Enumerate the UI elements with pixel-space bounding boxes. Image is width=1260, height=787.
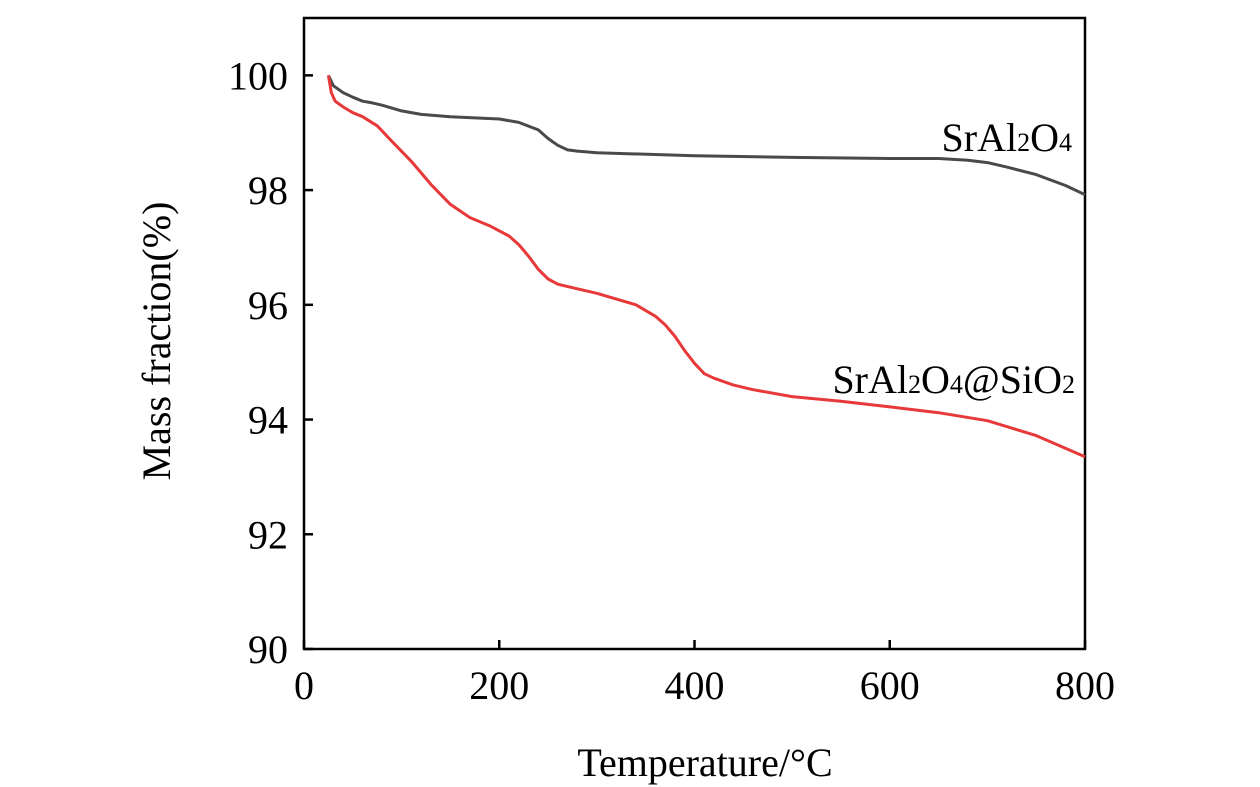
x-axis-title: Temperature/°C [577, 740, 832, 785]
y-tick-label: 94 [248, 398, 288, 443]
series-label-part: 2 [1062, 370, 1075, 399]
plot-frame [302, 16, 1087, 651]
y-axis-ticks: 90 92 94 96 98 100 [228, 53, 313, 672]
y-tick-label: 100 [228, 53, 288, 98]
y-axis-title: Mass fraction(%) [134, 202, 179, 481]
series-label-part: O [1030, 115, 1059, 160]
x-tick-label: 600 [860, 663, 920, 708]
series-line-1 [327, 74, 1086, 197]
y-tick-label: 90 [248, 627, 288, 672]
x-tick-label: 800 [1055, 663, 1115, 708]
series-label-part: O [921, 357, 950, 402]
series-label-part: 4 [1059, 128, 1072, 157]
x-axis-ticks: 0 200 400 600 800 [294, 640, 1115, 708]
series-label-part: 2 [1017, 128, 1030, 157]
y-tick-label: 96 [248, 283, 288, 328]
series-label-part: SrAl [942, 115, 1018, 160]
series-label-1: SrAl2O4 [942, 115, 1072, 160]
series-label-part: 4 [950, 370, 963, 399]
series-label-part: @SiO [963, 357, 1062, 402]
y-tick-label: 98 [248, 168, 288, 213]
series-label-part: SrAl [832, 357, 908, 402]
series-label-part: 2 [908, 370, 921, 399]
series-group [326, 74, 1086, 459]
series-label-2: SrAl2O4@SiO2 [832, 357, 1075, 402]
x-tick-label: 200 [469, 663, 529, 708]
series-line-2 [326, 75, 1086, 459]
x-tick-label: 400 [665, 663, 725, 708]
x-tick-label: 0 [294, 663, 314, 708]
y-tick-label: 92 [248, 512, 288, 557]
